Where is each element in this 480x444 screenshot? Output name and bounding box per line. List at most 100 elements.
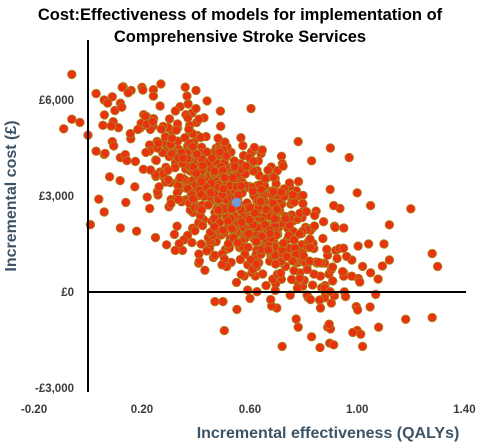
scatter-point [286, 274, 297, 285]
scatter-point [190, 226, 200, 236]
scatter-point [188, 194, 198, 204]
y-axis-title: Incremental cost (£) [3, 120, 20, 271]
scatter-point [191, 103, 201, 114]
scatter-point [373, 322, 384, 332]
scatter-point [229, 162, 240, 172]
scatter-point [365, 302, 375, 312]
scatter-point [194, 114, 204, 124]
scatter-point [263, 165, 273, 175]
scatter-point [218, 183, 229, 194]
scatter-point [330, 222, 340, 233]
scatter-point [123, 88, 133, 98]
scatter-point [301, 206, 312, 217]
scatter-point [401, 314, 411, 325]
scatter-point [170, 106, 181, 116]
scatter-point [156, 124, 167, 134]
scatter-point [266, 294, 276, 305]
scatter-point [339, 223, 349, 233]
scatter-point [167, 133, 177, 144]
scatter-point [276, 268, 286, 278]
scatter-point [363, 239, 374, 249]
scatter-point [67, 69, 77, 80]
scatter-point [102, 98, 113, 108]
scatter-point [219, 173, 230, 183]
scatter-point [284, 178, 295, 188]
scatter-point [365, 268, 376, 278]
scatter-point [180, 132, 190, 143]
scatter-point [148, 91, 159, 101]
x-tick-label: 1.00 [346, 404, 368, 416]
scatter-point [243, 242, 253, 253]
scatter-point [341, 251, 352, 262]
scatter-point [261, 204, 271, 215]
scatter-point [183, 99, 193, 109]
scatter-point [131, 226, 142, 236]
scatter-point [99, 207, 109, 217]
scatter-point [166, 199, 176, 209]
scatter-point [304, 256, 315, 266]
scatter-point [244, 229, 254, 239]
scatter-point [117, 102, 127, 112]
scatter-point [344, 152, 354, 163]
points-layer [59, 69, 443, 353]
scatter-point [148, 116, 158, 127]
scatter-point [219, 325, 230, 336]
scatter-point [277, 341, 287, 352]
scatter-point [379, 239, 389, 249]
scatter-point [184, 124, 194, 135]
scatter-point [178, 153, 188, 164]
scatter-point [272, 204, 282, 214]
scatter-point [236, 217, 247, 227]
scatter-point [171, 125, 182, 135]
scatter-point [232, 304, 242, 315]
scatter-point [327, 262, 338, 272]
scatter-point [306, 156, 317, 166]
scatter-point [270, 259, 281, 269]
scatter-point [313, 257, 324, 268]
scatter-point [194, 249, 204, 259]
scatter-point [357, 261, 368, 272]
scatter-point [200, 265, 210, 276]
scatter-point [256, 184, 266, 195]
scatter-point [215, 121, 226, 132]
scatter-point [309, 269, 319, 279]
scatter-point [322, 244, 332, 255]
scatter-point [130, 182, 140, 192]
y-tick-labels: -£3,000 £0 £3,000 £6,000 [35, 95, 74, 395]
scatter-point [163, 165, 173, 176]
scatter-point [107, 92, 118, 102]
scatter-point [249, 142, 260, 153]
scatter-point [91, 88, 101, 99]
scatter-point [233, 238, 243, 248]
scatter-point [100, 148, 110, 159]
scatter-point [315, 303, 326, 313]
scatter-point [263, 245, 273, 255]
scatter-point [270, 285, 280, 296]
scatter-point [306, 332, 317, 342]
scatter-point [202, 246, 212, 256]
scatter-point [236, 181, 246, 191]
scatter-point [305, 234, 315, 244]
scatter-point [169, 229, 180, 240]
scatter-point [140, 111, 151, 121]
scatter-point [325, 143, 336, 153]
scatter-point [203, 200, 214, 210]
scatter-point [125, 128, 136, 139]
scatter-point [218, 225, 228, 236]
scatter-point [268, 186, 279, 197]
scatter-point [106, 121, 116, 131]
scatter-point [384, 220, 395, 230]
scatter-point [340, 291, 351, 302]
scatter-point [289, 265, 299, 276]
chart-title-line-2: Comprehensive Stroke Services [113, 28, 367, 46]
chart-title-line-1: Cost:Effectiveness of models for impleme… [37, 6, 443, 24]
scatter-point [295, 273, 305, 284]
scatter-point [209, 222, 220, 232]
scatter-point [248, 186, 258, 197]
scatter-point [235, 254, 246, 265]
scatter-point [298, 198, 308, 209]
scatter-point [291, 314, 301, 324]
scatter-point [245, 293, 255, 304]
scatter-point [318, 233, 328, 244]
